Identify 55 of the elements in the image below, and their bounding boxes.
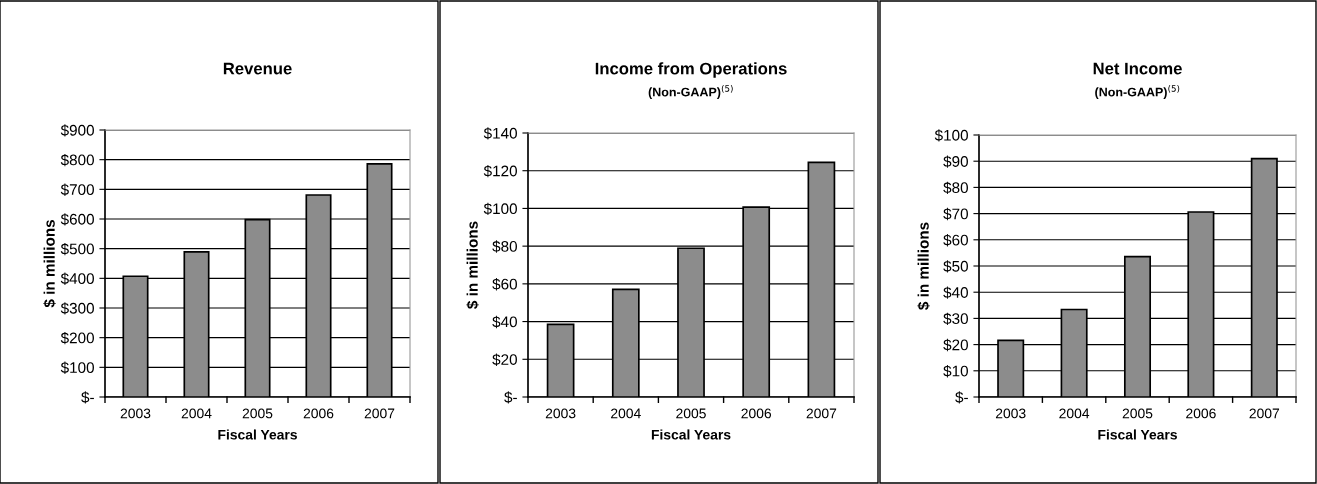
y-tick-label: $100	[60, 361, 94, 374]
y-axis-title: $ in millions	[917, 222, 930, 310]
y-tick-label: $80	[492, 240, 517, 253]
chart-subtitle: (Non-GAAP)$^{(5)}$	[1095, 84, 1180, 99]
x-tick-label: 2006	[303, 408, 334, 419]
y-tick-label: $100	[934, 129, 968, 142]
x-tick-label: 2007	[364, 408, 395, 419]
y-tick-label: $700	[60, 183, 94, 196]
y-tick-label: $400	[60, 272, 94, 285]
y-tick-label: $300	[60, 302, 94, 315]
x-tick-label: 2004	[611, 408, 641, 419]
y-tick-label: $20	[943, 338, 968, 352]
x-axis-title: Fiscal Years	[1098, 429, 1177, 440]
y-tick-label: $800	[60, 153, 94, 167]
chart-subtitle: (Non-GAAP)$^{(5)}$	[648, 84, 733, 99]
x-tick-label: 2004	[181, 408, 212, 419]
y-tick-label: $-	[504, 391, 517, 404]
chart-title: Net Income	[1093, 62, 1182, 75]
y-tick-label: $120	[483, 164, 517, 178]
chart-title: Revenue	[223, 62, 292, 75]
y-tick-label: $50	[943, 260, 968, 273]
x-tick-label: 2004	[1059, 408, 1090, 419]
y-tick-label: $30	[943, 312, 968, 325]
y-axis-title: $ in millions	[466, 221, 479, 309]
x-tick-label: 2006	[741, 408, 772, 419]
y-tick-label: $10	[943, 365, 968, 378]
x-tick-label: 2003	[995, 408, 1026, 419]
y-tick-label: $600	[60, 213, 94, 226]
x-tick-label: 2007	[1249, 408, 1280, 419]
x-tick-label: 2005	[1122, 408, 1153, 419]
x-tick-label: 2006	[1186, 408, 1216, 419]
chart-title: Income from Operations	[595, 62, 787, 78]
y-tick-label: $60	[492, 278, 517, 291]
y-tick-label: $200	[60, 331, 94, 345]
y-axis-title: $ in millions	[43, 219, 56, 308]
y-tick-label: $900	[60, 124, 94, 137]
y-tick-label: $80	[943, 181, 968, 194]
y-tick-label: $-	[955, 391, 968, 404]
y-tick-label: $40	[943, 286, 968, 299]
y-tick-label: $100	[483, 202, 517, 216]
x-tick-label: 2007	[806, 408, 837, 419]
x-axis-title: Fiscal Years	[218, 429, 297, 440]
y-tick-label: $70	[943, 207, 968, 221]
y-tick-label: $140	[483, 127, 517, 140]
y-tick-label: $40	[492, 315, 517, 329]
x-tick-label: 2005	[676, 408, 706, 419]
x-tick-label: 2005	[242, 408, 273, 419]
y-tick-label: $500	[60, 242, 94, 256]
x-tick-label: 2003	[120, 408, 151, 419]
y-tick-label: $90	[943, 155, 968, 168]
y-tick-label: $20	[492, 353, 517, 366]
x-tick-label: 2003	[545, 408, 576, 419]
y-tick-label: $-	[81, 391, 94, 404]
y-tick-label: $60	[943, 234, 968, 247]
x-axis-title: Fiscal Years	[651, 429, 731, 440]
